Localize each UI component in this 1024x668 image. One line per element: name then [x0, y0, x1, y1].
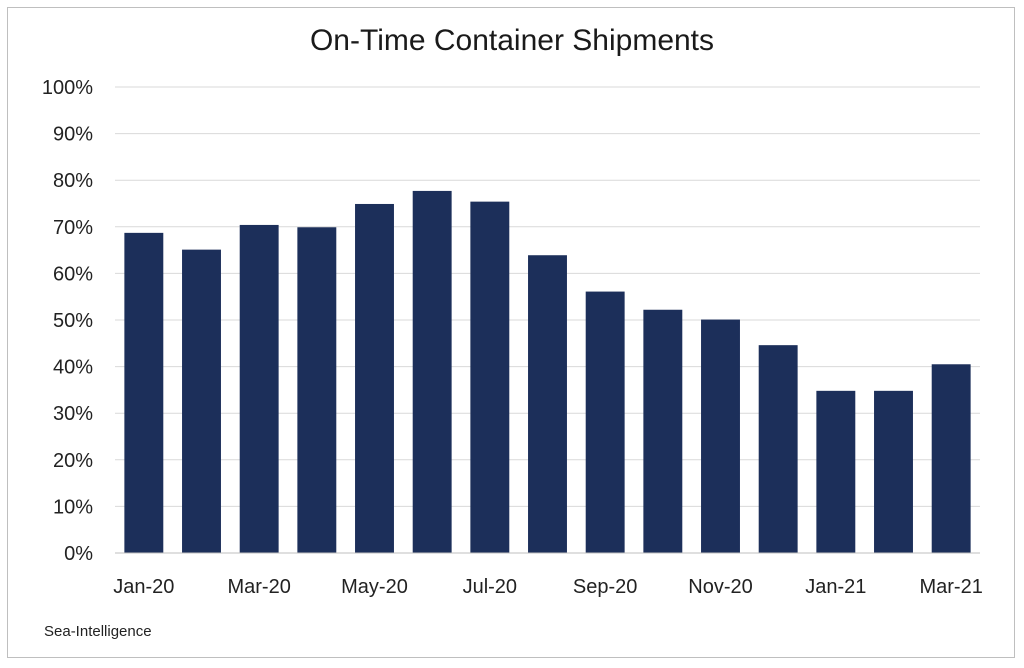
y-tick-label: 0% [64, 543, 93, 565]
bar-jun-20 [412, 190, 452, 553]
bar-jan-21 [816, 390, 856, 553]
x-tick-label: Mar-21 [919, 576, 982, 598]
bar-feb-20 [182, 249, 221, 553]
bar-may-20 [355, 203, 394, 553]
bar-aug-20 [528, 255, 567, 553]
bar-feb-21 [874, 390, 913, 553]
y-tick-label: 40% [53, 357, 93, 379]
bar-mar-20 [239, 224, 279, 553]
bar-nov-20 [701, 319, 740, 553]
y-tick-label: 70% [53, 217, 93, 239]
x-tick-label: Nov-20 [688, 576, 752, 598]
bar-apr-20 [297, 227, 337, 554]
bar-dec-20 [758, 345, 798, 553]
y-tick-label: 90% [53, 124, 93, 146]
x-tick-label: Jan-21 [805, 576, 866, 598]
bar-jul-20 [470, 201, 510, 554]
y-tick-label: 60% [53, 263, 93, 285]
y-tick-label: 30% [53, 403, 93, 425]
bar-jan-20 [124, 232, 164, 553]
x-tick-label: Mar-20 [227, 576, 290, 598]
y-tick-label: 80% [53, 170, 93, 192]
source-label: Sea-Intelligence [44, 623, 152, 640]
bar-oct-20 [643, 309, 683, 553]
x-tick-label: Jan-20 [113, 576, 174, 598]
x-tick-label: May-20 [341, 576, 408, 598]
y-tick-label: 100% [42, 77, 93, 99]
y-tick-label: 10% [53, 496, 93, 518]
x-tick-label: Jul-20 [463, 576, 517, 598]
chart-title: On-Time Container Shipments [309, 24, 715, 57]
bar-sep-20 [585, 291, 625, 553]
y-tick-label: 50% [53, 310, 93, 332]
x-tick-label: Sep-20 [573, 576, 638, 598]
bar-mar-21 [931, 364, 971, 553]
y-tick-label: 20% [53, 450, 93, 472]
